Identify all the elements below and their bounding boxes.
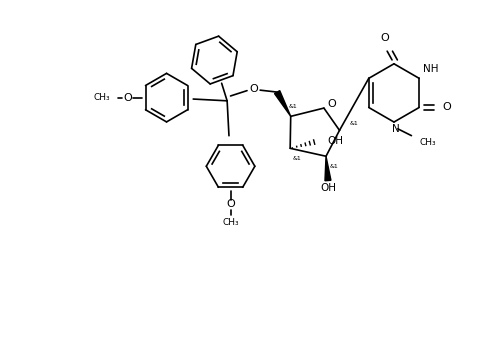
Text: &1: &1 [293,156,302,162]
Text: O: O [226,199,235,209]
Text: CH₃: CH₃ [93,93,110,102]
Text: CH₃: CH₃ [420,138,436,147]
Text: NH: NH [423,64,439,74]
Polygon shape [275,91,291,116]
Text: OH: OH [320,183,337,193]
Text: &1: &1 [349,120,358,126]
Polygon shape [325,156,331,181]
Text: N: N [392,124,400,134]
Text: &1: &1 [330,164,338,170]
Text: O: O [380,33,389,43]
Text: CH₃: CH₃ [222,218,239,227]
Text: &1: &1 [288,104,297,109]
Text: OH: OH [327,136,343,146]
Text: O: O [249,84,258,94]
Text: O: O [123,93,132,103]
Text: O: O [327,99,336,109]
Text: O: O [442,102,451,112]
